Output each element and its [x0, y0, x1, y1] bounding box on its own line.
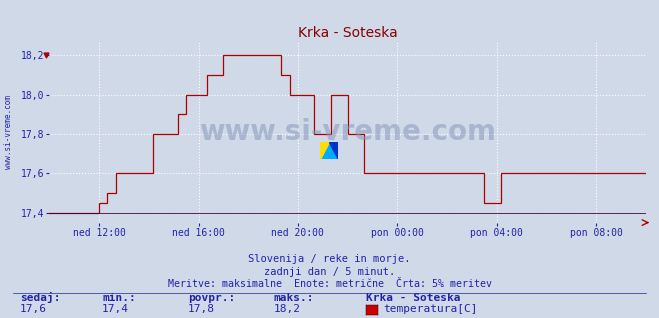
- Polygon shape: [320, 142, 329, 159]
- Text: 17,8: 17,8: [188, 304, 215, 314]
- Text: maks.:: maks.:: [273, 293, 314, 302]
- Text: min.:: min.:: [102, 293, 136, 302]
- Text: www.si-vreme.com: www.si-vreme.com: [199, 118, 496, 146]
- Title: Krka - Soteska: Krka - Soteska: [298, 26, 397, 40]
- Polygon shape: [329, 142, 338, 159]
- Text: temperatura[C]: temperatura[C]: [384, 304, 478, 314]
- Text: 17,6: 17,6: [20, 304, 47, 314]
- Text: sedaj:: sedaj:: [20, 292, 60, 302]
- Text: 17,4: 17,4: [102, 304, 129, 314]
- Text: Krka - Soteska: Krka - Soteska: [366, 293, 460, 302]
- Text: zadnji dan / 5 minut.: zadnji dan / 5 minut.: [264, 267, 395, 277]
- Text: povpr.:: povpr.:: [188, 293, 235, 302]
- Text: Meritve: maksimalne  Enote: metrične  Črta: 5% meritev: Meritve: maksimalne Enote: metrične Črta…: [167, 279, 492, 289]
- Text: www.si-vreme.com: www.si-vreme.com: [5, 95, 13, 169]
- Text: Slovenija / reke in morje.: Slovenija / reke in morje.: [248, 254, 411, 264]
- Text: 18,2: 18,2: [273, 304, 301, 314]
- Polygon shape: [320, 142, 338, 159]
